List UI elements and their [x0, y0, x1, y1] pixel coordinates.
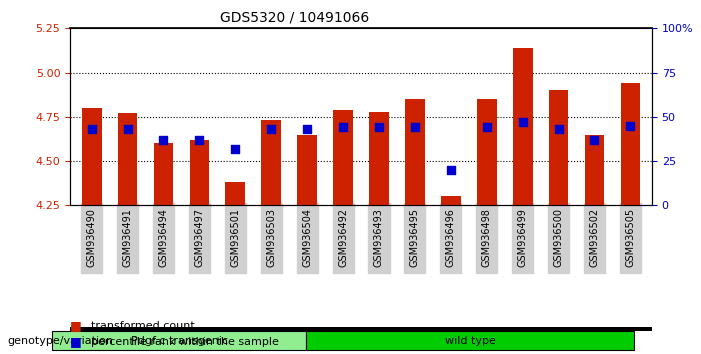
Point	[553, 126, 564, 132]
Point	[266, 126, 277, 132]
Point	[337, 125, 348, 130]
Text: wild type: wild type	[444, 336, 496, 346]
Bar	[441, 196, 461, 205]
Bar	[620, 83, 640, 205]
Text: genotype/variation: genotype/variation	[7, 336, 113, 346]
Text: ■: ■	[70, 319, 82, 332]
Point	[589, 137, 600, 143]
Point	[86, 126, 97, 132]
Bar	[226, 182, 245, 205]
Text: GDS5320 / 10491066: GDS5320 / 10491066	[220, 11, 369, 25]
Bar	[333, 110, 353, 205]
Point	[625, 123, 636, 129]
Bar	[82, 108, 102, 205]
Bar	[405, 99, 425, 205]
Bar	[261, 120, 281, 205]
Point	[481, 125, 492, 130]
Point	[158, 137, 169, 143]
Text: Pdgf-c transgenic: Pdgf-c transgenic	[130, 336, 228, 346]
Bar	[154, 143, 173, 205]
Point	[193, 137, 205, 143]
Point	[301, 126, 313, 132]
Bar	[549, 90, 569, 205]
Point	[517, 119, 529, 125]
Bar	[585, 135, 604, 205]
Bar	[512, 48, 533, 205]
Text: ■: ■	[70, 335, 82, 348]
Point	[409, 125, 421, 130]
Bar	[369, 112, 389, 205]
Point	[445, 167, 456, 173]
Text: percentile rank within the sample: percentile rank within the sample	[91, 337, 279, 347]
Text: transformed count: transformed count	[91, 321, 195, 331]
Bar	[297, 135, 317, 205]
Point	[374, 125, 385, 130]
Bar	[118, 113, 137, 205]
Point	[230, 146, 241, 152]
Bar	[477, 99, 496, 205]
Point	[122, 126, 133, 132]
Bar	[189, 140, 210, 205]
